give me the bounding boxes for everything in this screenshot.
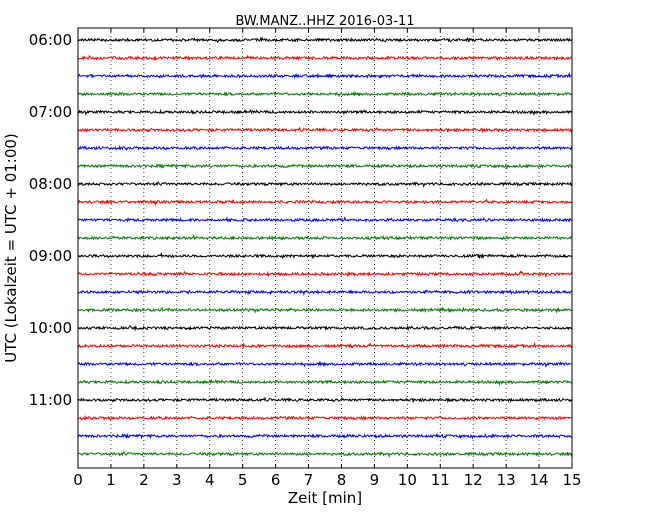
trace-1145 bbox=[77, 451, 573, 459]
trace-0830 bbox=[77, 216, 573, 223]
y-tick-label-0800: 08:00 bbox=[29, 175, 72, 193]
x-tick-label-2: 2 bbox=[139, 471, 149, 489]
y-tick-label-1000: 10:00 bbox=[29, 319, 72, 337]
trace-0615 bbox=[77, 54, 573, 62]
y-tick-label-1100: 11:00 bbox=[29, 391, 72, 409]
x-tick-label-9: 9 bbox=[370, 471, 380, 489]
trace-0845 bbox=[77, 234, 573, 241]
chart-title: BW.MANZ..HHZ 2016-03-11 bbox=[235, 14, 414, 29]
trace-1045 bbox=[77, 378, 573, 387]
y-tick-label-0900: 09:00 bbox=[29, 247, 72, 265]
x-axis-label: Zeit [min] bbox=[288, 489, 362, 507]
trace-1115 bbox=[77, 414, 573, 421]
x-tick-label-7: 7 bbox=[304, 471, 314, 489]
x-tick-label-15: 15 bbox=[562, 471, 581, 489]
x-axis: 0 1 2 3 4 5 6 7 8 9 10 11 12 13 14 15 bbox=[73, 28, 582, 489]
x-tick-label-14: 14 bbox=[530, 471, 549, 489]
trace-1030 bbox=[77, 360, 573, 368]
x-tick-label-1: 1 bbox=[106, 471, 116, 489]
trace-layer bbox=[77, 36, 573, 459]
trace-0945 bbox=[77, 306, 573, 314]
y-axis: 06:00 07:00 08:00 09:00 10:00 11:00 bbox=[29, 31, 572, 409]
trace-0715 bbox=[77, 126, 573, 134]
x-tick-label-13: 13 bbox=[497, 471, 516, 489]
x-tick-label-10: 10 bbox=[398, 471, 417, 489]
trace-0930 bbox=[77, 289, 573, 297]
trace-0900 bbox=[77, 251, 573, 260]
trace-0700 bbox=[77, 108, 573, 117]
trace-0745 bbox=[77, 162, 573, 170]
x-tick-label-6: 6 bbox=[271, 471, 281, 489]
y-axis-label: UTC (Lokalzeit = UTC + 01:00) bbox=[2, 133, 20, 363]
x-tick-label-0: 0 bbox=[73, 471, 83, 489]
trace-1130 bbox=[77, 432, 573, 440]
trace-1015 bbox=[77, 341, 573, 350]
x-tick-label-4: 4 bbox=[205, 471, 215, 489]
trace-0600 bbox=[77, 36, 573, 44]
trace-1000 bbox=[77, 324, 573, 332]
y-tick-label-0700: 07:00 bbox=[29, 103, 72, 121]
plot-frame bbox=[77, 27, 573, 469]
x-tick-label-5: 5 bbox=[238, 471, 248, 489]
trace-0815 bbox=[77, 198, 573, 207]
trace-1100 bbox=[77, 396, 573, 404]
y-tick-label-0600: 06:00 bbox=[29, 31, 72, 49]
trace-0915 bbox=[77, 270, 573, 279]
x-tick-label-12: 12 bbox=[464, 471, 483, 489]
x-tick-label-3: 3 bbox=[172, 471, 182, 489]
trace-0645 bbox=[77, 90, 573, 98]
trace-0630 bbox=[77, 71, 573, 80]
grid-lines bbox=[110, 28, 540, 468]
x-tick-label-8: 8 bbox=[337, 471, 347, 489]
trace-0730 bbox=[77, 144, 573, 151]
trace-0800 bbox=[77, 181, 573, 189]
x-tick-label-11: 11 bbox=[431, 471, 450, 489]
